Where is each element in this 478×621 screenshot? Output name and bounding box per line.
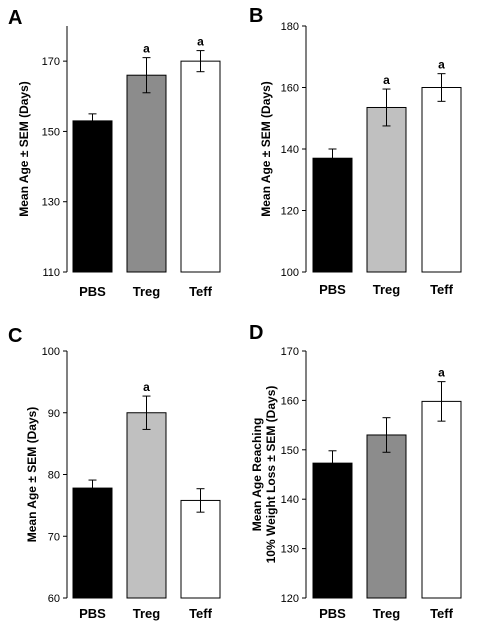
panel-c-letter: C bbox=[8, 325, 22, 347]
panel-a-category-label: Teff bbox=[189, 284, 213, 299]
panel-b-category-label: PBS bbox=[319, 282, 346, 297]
panel-a-y-tick-label: 150 bbox=[42, 126, 60, 138]
panel-d-y-tick-label: 160 bbox=[281, 395, 299, 407]
panel-d-y-axis-label-line: 10% Weight Loss ± SEM (Days) bbox=[264, 386, 278, 564]
panel-c-y-tick-label: 90 bbox=[48, 408, 60, 420]
panel-b-y-tick-label: 140 bbox=[281, 144, 299, 156]
panel-d-category-label: Teff bbox=[430, 606, 454, 621]
panel-a-category-label: PBS bbox=[79, 284, 106, 299]
panel-d-significance-label: a bbox=[438, 366, 445, 380]
panel-c-y-axis-label: Mean Age ± SEM (Days) bbox=[25, 407, 39, 543]
panel-d-y-tick-label: 170 bbox=[281, 346, 299, 358]
panel-d-letter: D bbox=[249, 322, 263, 344]
panel-d-y-tick-label: 120 bbox=[281, 593, 299, 605]
panel-d-y-axis-label-line: Mean Age Reaching bbox=[250, 418, 264, 532]
panel-a-significance-label: a bbox=[143, 42, 150, 56]
panel-a-letter: A bbox=[8, 7, 22, 29]
panel-a-y-axis-label: Mean Age ± SEM (Days) bbox=[17, 81, 31, 217]
panel-b-significance-label: a bbox=[383, 73, 390, 87]
panel-d-y-axis-label: Mean Age Reaching10% Weight Loss ± SEM (… bbox=[250, 386, 278, 564]
panel-a-y-tick-label: 110 bbox=[42, 267, 60, 279]
panel-b-bar-teff bbox=[421, 87, 462, 273]
panel-c-y-tick-label: 100 bbox=[42, 346, 60, 358]
panel-c-y-tick-label: 70 bbox=[48, 531, 60, 543]
panel-a-y-tick-label: 170 bbox=[42, 56, 60, 68]
panel-c-bar-teff bbox=[180, 499, 221, 599]
panel-a-bar-treg bbox=[126, 74, 167, 273]
panel-b-y-axis-label-line: Mean Age ± SEM (Days) bbox=[259, 81, 273, 217]
panel-c-y-axis-label-line: Mean Age ± SEM (Days) bbox=[25, 407, 39, 543]
panel-c-bar-pbs bbox=[72, 487, 113, 599]
panel-a-bar-teff bbox=[180, 60, 221, 273]
panel-b-y-tick-label: 120 bbox=[281, 206, 299, 218]
panel-c-y-tick-label: 60 bbox=[48, 593, 60, 605]
panel-a-bar-pbs bbox=[72, 120, 113, 273]
panel-b-bar-treg bbox=[366, 106, 407, 273]
panel-d-y-tick-label: 150 bbox=[281, 445, 299, 457]
panel-c-category-label: Treg bbox=[133, 606, 161, 621]
panel-c-category-label: PBS bbox=[79, 606, 106, 621]
panel-b-y-tick-label: 160 bbox=[281, 83, 299, 95]
panel-d-bar-pbs bbox=[312, 462, 353, 599]
panel-a-y-tick-label: 130 bbox=[42, 197, 60, 209]
panel-a-category-label: Treg bbox=[133, 284, 161, 299]
panel-b-category-label: Teff bbox=[430, 282, 454, 297]
panel-c-bar-treg bbox=[126, 412, 167, 599]
panel-d-y-tick-label: 140 bbox=[281, 494, 299, 506]
panel-b-y-axis-label: Mean Age ± SEM (Days) bbox=[259, 81, 273, 217]
panel-d-category-label: PBS bbox=[319, 606, 346, 621]
panel-a-y-axis-label-line: Mean Age ± SEM (Days) bbox=[17, 81, 31, 217]
panel-c-y-tick-label: 80 bbox=[48, 470, 60, 482]
panel-d-bar-teff bbox=[421, 400, 462, 599]
panel-b-y-tick-label: 180 bbox=[281, 21, 299, 33]
panel-d-category-label: Treg bbox=[373, 606, 401, 621]
panel-a-significance-label: a bbox=[197, 35, 204, 49]
panel-b-bar-pbs bbox=[312, 157, 353, 273]
panel-b-category-label: Treg bbox=[373, 282, 401, 297]
panel-d-bar-treg bbox=[366, 434, 407, 599]
panel-d-y-tick-label: 130 bbox=[281, 544, 299, 556]
panel-b-y-tick-label: 100 bbox=[281, 267, 299, 279]
panel-b-letter: B bbox=[249, 5, 263, 27]
panel-c-significance-label: a bbox=[143, 380, 150, 394]
panel-b-significance-label: a bbox=[438, 58, 445, 72]
panel-c-category-label: Teff bbox=[189, 606, 213, 621]
